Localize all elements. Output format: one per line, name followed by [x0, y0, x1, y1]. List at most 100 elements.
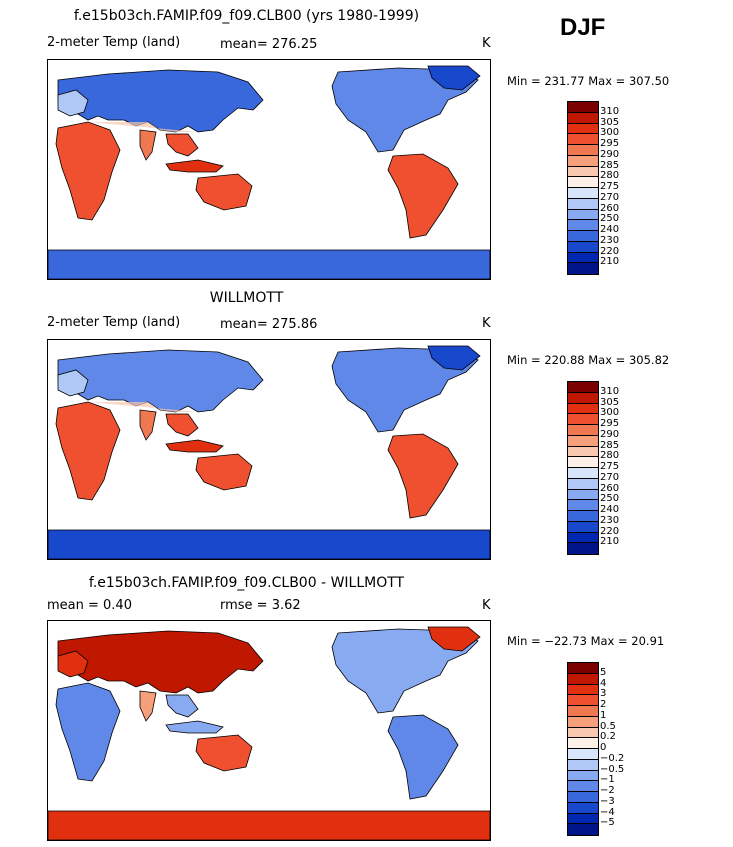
colorbar-tick-label: 305: [600, 396, 620, 408]
land-region-australia: [195, 173, 253, 211]
colorbar-swatch: [568, 252, 598, 264]
land-region-seasia: [165, 413, 199, 437]
colorbar-swatch: [568, 241, 598, 253]
colorbar-tick-label: 230: [600, 234, 620, 246]
colorbar-tick-label: 300: [600, 407, 620, 419]
panel3-unit: K: [482, 598, 491, 613]
colorbar-swatch: [568, 468, 598, 479]
colorbar-tick-label: 310: [600, 105, 620, 117]
land-region-antarctica: [48, 249, 490, 279]
colorbar-swatch: [568, 231, 598, 242]
colorbar-swatch: [568, 134, 598, 145]
colorbar-swatch: [568, 511, 598, 522]
colorbar-tick-label: 280: [600, 170, 620, 182]
colorbar-tick-label: 275: [600, 461, 620, 472]
colorbar-swatch: [568, 802, 598, 814]
colorbar-tick-label: 220: [600, 245, 620, 257]
colorbar-swatch: [568, 532, 598, 544]
colorbar-tick-label: −3: [600, 795, 615, 807]
panel1-variable-label: 2-meter Temp (land): [47, 35, 181, 50]
colorbar-tick-label: −0.2: [600, 752, 625, 764]
colorbar-tick-label: 270: [600, 191, 620, 203]
land-region-eurasia: [57, 69, 264, 133]
colorbar-swatch: [568, 824, 598, 835]
panel1-unit: K: [482, 36, 491, 51]
panel3-colorbar: [567, 662, 599, 836]
colorbar-swatch: [568, 155, 598, 167]
colorbar-tick-label: 220: [600, 525, 620, 537]
colorbar-tick-label: 0.2: [600, 731, 616, 743]
colorbar-swatch: [568, 489, 598, 501]
colorbar-swatch: [568, 738, 598, 749]
colorbar-swatch: [568, 435, 598, 447]
land-region-australia: [195, 734, 253, 772]
land-region-india: [139, 690, 157, 722]
colorbar-tick-label: 4: [600, 677, 607, 689]
colorbar-tick-label: 280: [600, 450, 620, 462]
land-region-midlatitude-band: [88, 122, 198, 132]
colorbar-swatch: [568, 521, 598, 533]
land-region-europe: [57, 650, 89, 678]
land-region-europe: [57, 369, 89, 397]
colorbar-swatch: [568, 382, 598, 393]
panel2-title: WILLMOTT: [209, 290, 284, 306]
land-region-indonesia: [165, 439, 224, 453]
land-region-greenland: [427, 65, 481, 91]
colorbar-tick-label: 285: [600, 159, 620, 171]
colorbar-tick-label: 290: [600, 148, 620, 160]
colorbar-swatch: [568, 403, 598, 415]
colorbar-swatch: [568, 446, 598, 458]
colorbar-swatch: [568, 770, 598, 782]
colorbar-tick-label: −1: [600, 774, 615, 786]
land-region-seasia: [165, 694, 199, 718]
colorbar-swatch: [568, 543, 598, 554]
colorbar-tick-label: 290: [600, 428, 620, 440]
colorbar-tick-label: 210: [600, 256, 620, 268]
colorbar-tick-label: 5: [600, 666, 607, 678]
colorbar-tick-label: 295: [600, 138, 620, 149]
colorbar-swatch: [568, 425, 598, 436]
land-region-eurasia: [57, 349, 264, 413]
land-region-samerica: [387, 153, 459, 239]
panel2-colorbar: [567, 381, 599, 555]
panel2-map: [47, 339, 491, 560]
land-region-greenland: [427, 345, 481, 371]
colorbar-tick-label: −5: [600, 817, 615, 829]
land-region-indonesia: [165, 159, 224, 173]
colorbar-swatch: [568, 727, 598, 739]
land-region-antarctica: [48, 529, 490, 559]
colorbar-swatch: [568, 263, 598, 274]
colorbar-tick-label: 300: [600, 127, 620, 139]
land-region-eurasia: [57, 630, 264, 694]
colorbar-swatch: [568, 166, 598, 178]
colorbar-tick-label: 275: [600, 181, 620, 192]
colorbar-tick-label: 210: [600, 536, 620, 548]
colorbar-tick-label: 230: [600, 514, 620, 526]
colorbar-swatch: [568, 198, 598, 210]
colorbar-swatch: [568, 663, 598, 674]
panel3-mean-label: mean = 0.40: [47, 598, 132, 613]
colorbar-swatch: [568, 673, 598, 685]
colorbar-tick-label: 260: [600, 202, 620, 214]
colorbar-tick-label: 260: [600, 482, 620, 494]
colorbar-tick-label: 0.5: [600, 720, 616, 732]
panel3-map: [47, 620, 491, 841]
panel3-rmse-label: rmse = 3.62: [220, 598, 301, 613]
colorbar-swatch: [568, 220, 598, 231]
colorbar-swatch: [568, 749, 598, 760]
colorbar-tick-label: 240: [600, 504, 620, 515]
panel3-map-svg: [48, 626, 490, 840]
colorbar-swatch: [568, 500, 598, 511]
colorbar-tick-label: −4: [600, 806, 615, 818]
land-region-india: [139, 129, 157, 161]
panel2-map-svg: [48, 345, 490, 559]
colorbar-tick-label: 3: [600, 688, 607, 700]
land-region-antarctica: [48, 810, 490, 840]
colorbar-swatch: [568, 781, 598, 792]
land-region-europe: [57, 89, 89, 117]
panel1-map: [47, 59, 491, 280]
land-region-seasia: [165, 133, 199, 157]
colorbar-tick-label: 310: [600, 385, 620, 397]
colorbar-swatch: [568, 457, 598, 468]
panel1-colorbar: [567, 101, 599, 275]
